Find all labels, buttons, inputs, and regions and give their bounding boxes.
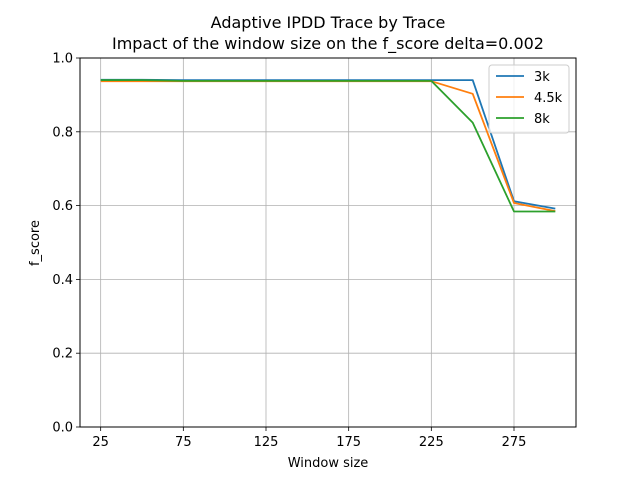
x-axis-label: Window size xyxy=(288,456,369,471)
y-tick-label: 1.0 xyxy=(52,52,73,67)
legend: 3k 4.5k 8k xyxy=(488,64,570,134)
x-tick-label: 25 xyxy=(92,435,109,450)
legend-label-4.5k: 4.5k xyxy=(534,91,563,106)
y-axis-label: f_score xyxy=(28,220,43,266)
legend-label-3k: 3k xyxy=(534,70,550,85)
legend-box xyxy=(488,64,570,134)
x-tick-label: 275 xyxy=(502,435,527,450)
chart-subtitle: Impact of the window size on the f_score… xyxy=(112,34,544,54)
ticks: 25 75 125 175 225 275 0.0 0.2 0.4 0.6 0.8 1.0 xyxy=(52,52,526,451)
x-tick-label: 175 xyxy=(336,435,361,450)
series-line-3k xyxy=(100,78,556,210)
x-tick-label: 75 xyxy=(175,435,192,450)
plot-frame xyxy=(79,57,577,428)
y-tick-label: 0.0 xyxy=(52,421,73,436)
series-line-4.5k xyxy=(100,80,556,212)
series-layer xyxy=(100,78,556,213)
chart-title: Adaptive IPDD Trace by Trace xyxy=(211,13,446,32)
series-line-8k xyxy=(100,79,556,213)
y-tick-label: 0.2 xyxy=(52,347,73,362)
legend-label-8k: 8k xyxy=(534,112,550,127)
y-tick-label: 0.6 xyxy=(52,199,73,214)
x-tick-label: 125 xyxy=(254,435,279,450)
y-tick-label: 0.8 xyxy=(52,125,73,140)
x-tick-label: 225 xyxy=(419,435,444,450)
y-tick-label: 0.4 xyxy=(52,273,73,288)
